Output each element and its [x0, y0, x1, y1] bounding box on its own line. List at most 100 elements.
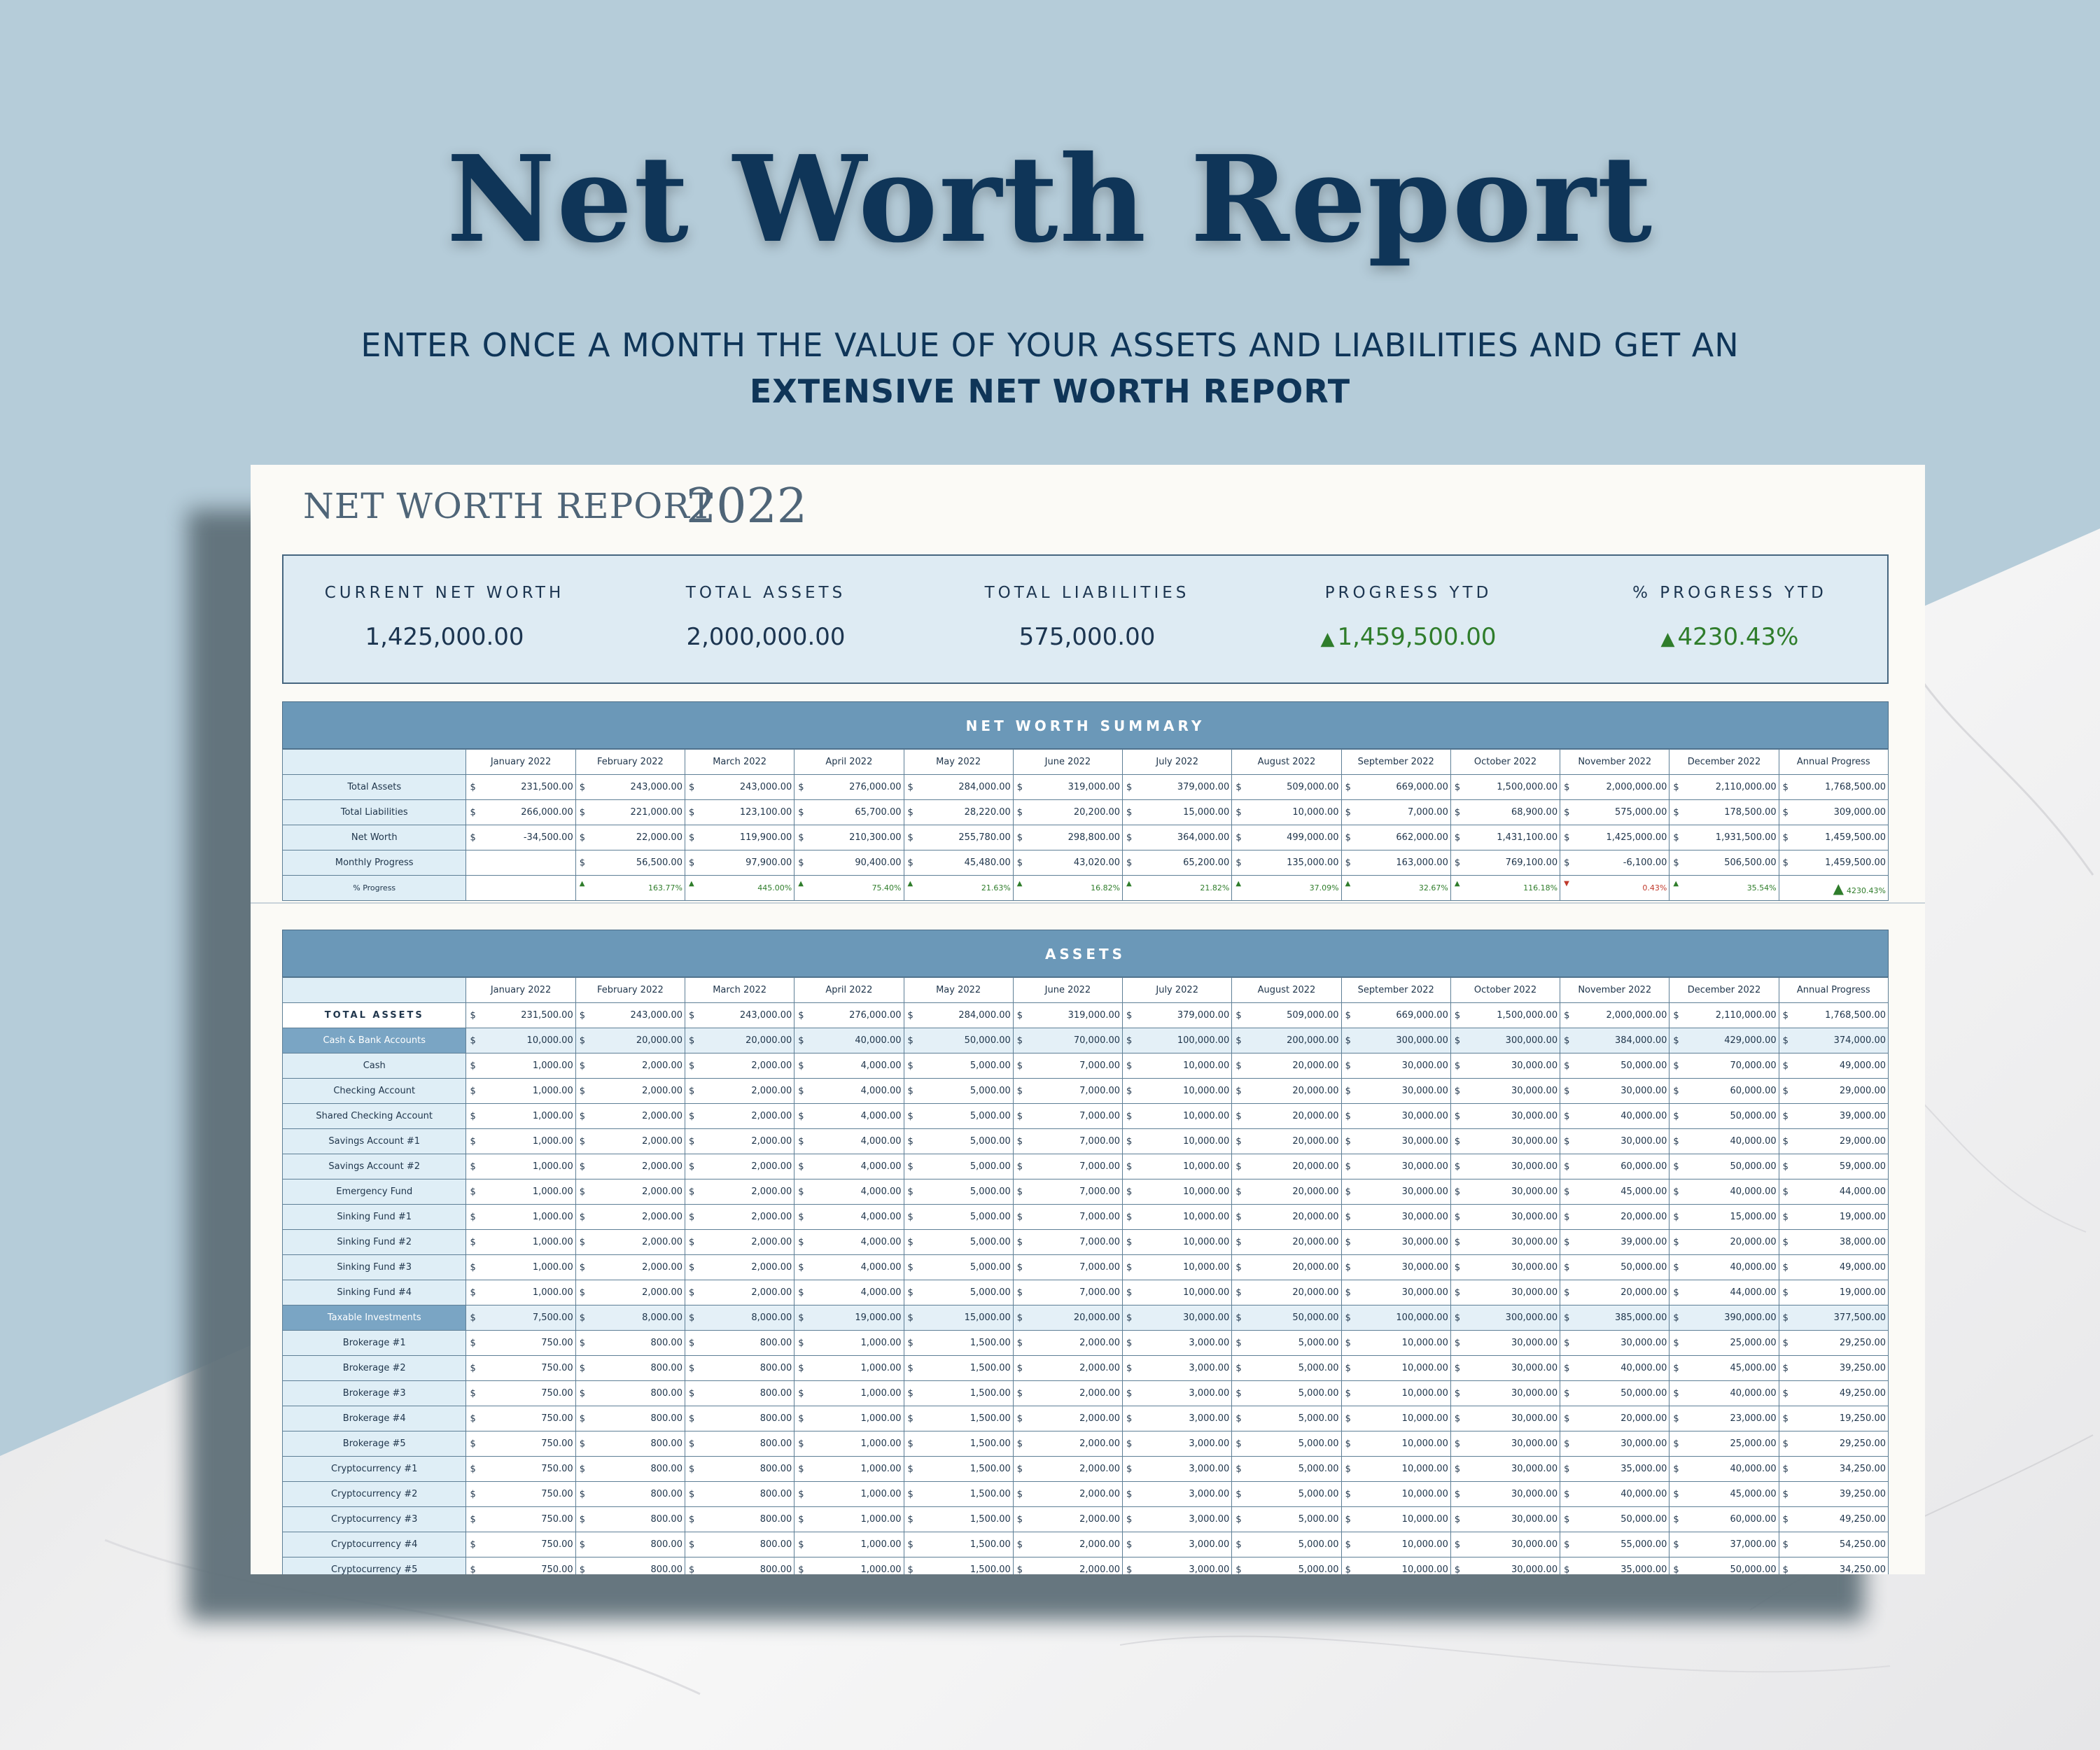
- value-cell[interactable]: $20,000.00: [1231, 1204, 1342, 1230]
- value-cell[interactable]: $499,000.00: [1231, 825, 1342, 850]
- value-cell[interactable]: $2,000.00: [684, 1229, 795, 1255]
- value-cell[interactable]: $1,000.00: [465, 1179, 576, 1205]
- month-header[interactable]: December 2022: [1669, 977, 1779, 1003]
- value-cell[interactable]: $1,000.00: [794, 1431, 904, 1457]
- month-header[interactable]: November 2022: [1560, 749, 1670, 775]
- value-cell[interactable]: $30,000.00: [1560, 1078, 1670, 1104]
- value-cell[interactable]: $119,900.00: [684, 825, 795, 850]
- value-cell[interactable]: $5,000.00: [1231, 1481, 1342, 1507]
- value-cell[interactable]: $40,000.00: [1669, 1179, 1779, 1205]
- value-cell[interactable]: $5,000.00: [1231, 1506, 1342, 1532]
- value-cell[interactable]: $20,200.00: [1012, 799, 1124, 825]
- value-cell[interactable]: $7,000.00: [1012, 1280, 1124, 1306]
- value-cell[interactable]: $35,000.00: [1560, 1557, 1670, 1574]
- value-cell[interactable]: $800.00: [575, 1557, 685, 1574]
- value-cell[interactable]: $800.00: [684, 1431, 795, 1457]
- value-cell[interactable]: $50,000.00: [1669, 1557, 1779, 1574]
- value-cell[interactable]: $1,000.00: [794, 1330, 904, 1356]
- value-cell[interactable]: $1,000.00: [794, 1481, 904, 1507]
- value-cell[interactable]: $30,000.00: [1560, 1330, 1670, 1356]
- value-cell[interactable]: $10,000.00: [1340, 1355, 1451, 1381]
- value-cell[interactable]: $1,000.00: [465, 1154, 576, 1180]
- value-cell[interactable]: $1,000.00: [794, 1506, 904, 1532]
- value-cell[interactable]: $4,000.00: [794, 1229, 904, 1255]
- value-cell[interactable]: $20,000.00: [684, 1028, 795, 1054]
- value-cell[interactable]: $55,000.00: [1560, 1532, 1670, 1558]
- percent-cell[interactable]: ▲ 163.77%: [575, 875, 685, 901]
- value-cell[interactable]: $30,000.00: [1450, 1103, 1561, 1129]
- value-cell[interactable]: $3,000.00: [1122, 1481, 1233, 1507]
- month-header[interactable]: August 2022: [1231, 977, 1342, 1003]
- value-cell[interactable]: $231,500.00: [465, 774, 576, 800]
- value-cell[interactable]: $5,000.00: [903, 1229, 1014, 1255]
- percent-cell[interactable]: ▲ 445.00%: [684, 875, 795, 901]
- value-cell[interactable]: $575,000.00: [1560, 799, 1670, 825]
- value-cell[interactable]: $1,000.00: [794, 1557, 904, 1574]
- value-cell[interactable]: $29,250.00: [1778, 1330, 1889, 1356]
- month-header[interactable]: October 2022: [1450, 749, 1561, 775]
- value-cell[interactable]: $7,000.00: [1012, 1229, 1124, 1255]
- percent-cell[interactable]: ▲ 21.63%: [903, 875, 1014, 901]
- value-cell[interactable]: $750.00: [465, 1456, 576, 1482]
- value-cell[interactable]: $10,000.00: [1340, 1380, 1451, 1406]
- value-cell[interactable]: $300,000.00: [1450, 1305, 1561, 1331]
- value-cell[interactable]: $10,000.00: [1340, 1557, 1451, 1574]
- value-cell[interactable]: $800.00: [684, 1481, 795, 1507]
- value-cell[interactable]: $3,000.00: [1122, 1406, 1233, 1432]
- value-cell[interactable]: $2,000.00: [575, 1280, 685, 1306]
- value-cell[interactable]: $1,000.00: [794, 1355, 904, 1381]
- value-cell[interactable]: $54,250.00: [1778, 1532, 1889, 1558]
- value-cell[interactable]: $50,000.00: [903, 1028, 1014, 1054]
- value-cell[interactable]: $800.00: [575, 1380, 685, 1406]
- value-cell[interactable]: $1,000.00: [794, 1406, 904, 1432]
- value-cell[interactable]: $20,000.00: [1560, 1280, 1670, 1306]
- value-cell[interactable]: $39,000.00: [1778, 1103, 1889, 1129]
- value-cell[interactable]: $300,000.00: [1450, 1028, 1561, 1054]
- value-cell[interactable]: $1,500,000.00: [1450, 1002, 1561, 1028]
- value-cell[interactable]: $509,000.00: [1231, 1002, 1342, 1028]
- value-cell[interactable]: $750.00: [465, 1355, 576, 1381]
- value-cell[interactable]: $1,425,000.00: [1560, 825, 1670, 850]
- value-cell[interactable]: $390,000.00: [1669, 1305, 1779, 1331]
- value-cell[interactable]: $2,000.00: [684, 1103, 795, 1129]
- month-header[interactable]: January 2022: [465, 977, 576, 1003]
- value-cell[interactable]: $20,000.00: [1560, 1406, 1670, 1432]
- value-cell[interactable]: $4,000.00: [794, 1053, 904, 1079]
- value-cell[interactable]: $800.00: [684, 1532, 795, 1558]
- value-cell[interactable]: $30,000.00: [1450, 1330, 1561, 1356]
- value-cell[interactable]: $5,000.00: [903, 1280, 1014, 1306]
- value-cell[interactable]: $5,000.00: [1231, 1456, 1342, 1482]
- value-cell[interactable]: $50,000.00: [1560, 1506, 1670, 1532]
- value-cell[interactable]: $30,000.00: [1560, 1128, 1670, 1154]
- month-header[interactable]: May 2022: [903, 977, 1014, 1003]
- value-cell[interactable]: $19,000.00: [794, 1305, 904, 1331]
- value-cell[interactable]: $30,000.00: [1340, 1280, 1451, 1306]
- value-cell[interactable]: $3,000.00: [1122, 1355, 1233, 1381]
- value-cell[interactable]: $10,000.00: [1340, 1330, 1451, 1356]
- value-cell[interactable]: $750.00: [465, 1481, 576, 1507]
- value-cell[interactable]: $20,000.00: [575, 1028, 685, 1054]
- value-cell[interactable]: $509,000.00: [1231, 774, 1342, 800]
- value-cell[interactable]: $39,250.00: [1778, 1355, 1889, 1381]
- value-cell[interactable]: $40,000.00: [1669, 1128, 1779, 1154]
- value-cell[interactable]: $49,250.00: [1778, 1380, 1889, 1406]
- value-cell[interactable]: $2,000.00: [684, 1280, 795, 1306]
- value-cell[interactable]: $210,300.00: [794, 825, 904, 850]
- value-cell[interactable]: $35,000.00: [1560, 1456, 1670, 1482]
- value-cell[interactable]: $800.00: [684, 1557, 795, 1574]
- value-cell[interactable]: $60,000.00: [1669, 1078, 1779, 1104]
- value-cell[interactable]: $10,000.00: [1340, 1532, 1451, 1558]
- value-cell[interactable]: $5,000.00: [1231, 1355, 1342, 1381]
- value-cell[interactable]: $364,000.00: [1122, 825, 1233, 850]
- value-cell[interactable]: $800.00: [575, 1431, 685, 1457]
- value-cell[interactable]: $1,000.00: [465, 1103, 576, 1129]
- value-cell[interactable]: $769,100.00: [1450, 850, 1561, 876]
- value-cell[interactable]: $319,000.00: [1012, 1002, 1124, 1028]
- value-cell[interactable]: $30,000.00: [1560, 1431, 1670, 1457]
- value-cell[interactable]: $5,000.00: [1231, 1532, 1342, 1558]
- value-cell[interactable]: $30,000.00: [1450, 1179, 1561, 1205]
- value-cell[interactable]: $43,020.00: [1012, 850, 1124, 876]
- value-cell[interactable]: $5,000.00: [903, 1254, 1014, 1280]
- annual-percent-cell[interactable]: ▲ 4230.43%: [1778, 875, 1889, 901]
- value-cell[interactable]: $10,000.00: [1122, 1179, 1233, 1205]
